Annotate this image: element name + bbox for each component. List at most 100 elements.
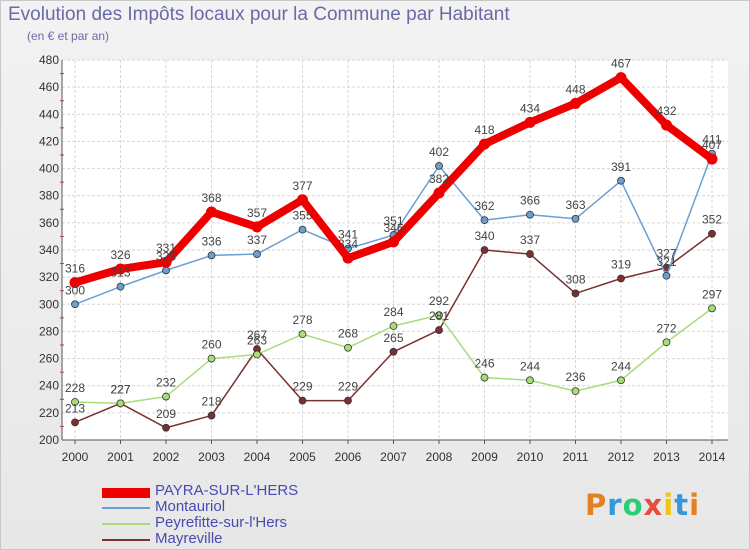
data-point-peyrefitte-sur-l-hers (526, 376, 534, 385)
x-tick-label: 2013 (653, 450, 680, 464)
data-label-mayreville: 308 (565, 272, 585, 286)
x-tick-label: 2005 (289, 450, 316, 464)
data-point-montauriol (435, 161, 443, 170)
data-label-peyrefitte-sur-l-hers: 244 (520, 359, 540, 373)
data-label-montauriol: 362 (474, 199, 494, 213)
y-tick-label: 400 (39, 162, 59, 176)
data-label-mayreville: 213 (65, 401, 85, 415)
legend-item-peyrefitte: Peyrefitte-sur-l'Hers (102, 514, 422, 531)
data-point-mayreville (298, 396, 307, 405)
data-label-payra-sur-l-hers: 357 (247, 206, 267, 220)
data-point-mayreville (207, 411, 216, 420)
x-tick-label: 2009 (471, 450, 498, 464)
legend-label-montauriol: Montauriol (155, 498, 226, 515)
data-label-montauriol: 355 (292, 209, 312, 223)
data-label-mayreville: 337 (520, 233, 540, 247)
x-tick-label: 2011 (563, 450, 589, 464)
data-point-payra-sur-l-hers (433, 187, 445, 199)
data-label-montauriol: 391 (611, 160, 631, 174)
data-label-payra-sur-l-hers: 331 (156, 241, 176, 255)
data-label-montauriol: 341 (338, 228, 358, 242)
data-point-montauriol (207, 251, 216, 260)
data-point-payra-sur-l-hers (297, 194, 308, 206)
data-label-montauriol: 363 (565, 198, 585, 212)
data-point-payra-sur-l-hers (206, 206, 217, 218)
data-label-mayreville: 209 (156, 407, 176, 421)
data-point-peyrefitte-sur-l-hers (480, 373, 489, 382)
data-label-peyrefitte-sur-l-hers: 236 (565, 370, 585, 384)
data-label-mayreville: 218 (201, 395, 221, 409)
data-label-mayreville: 229 (292, 380, 312, 394)
data-label-peyrefitte-sur-l-hers: 297 (702, 287, 722, 301)
data-label-peyrefitte-sur-l-hers: 292 (429, 294, 449, 308)
x-tick-label: 2006 (335, 450, 362, 464)
data-point-mayreville (71, 418, 79, 427)
x-tick-label: 2004 (244, 450, 271, 464)
y-tick-label: 200 (39, 433, 59, 447)
data-point-peyrefitte-sur-l-hers (662, 338, 671, 347)
data-label-montauriol: 411 (702, 133, 721, 147)
chart-subtitle: (en € et par an) (27, 29, 110, 43)
x-tick-label: 2014 (699, 450, 726, 464)
legend-label-mayreville: Mayreville (155, 530, 223, 547)
data-point-montauriol (571, 214, 580, 223)
data-label-peyrefitte-sur-l-hers: 260 (201, 338, 221, 352)
data-label-mayreville: 352 (702, 213, 722, 227)
data-label-payra-sur-l-hers: 346 (383, 221, 403, 235)
data-point-mayreville (162, 423, 170, 432)
data-point-mayreville (435, 326, 443, 334)
data-point-montauriol (298, 225, 307, 234)
data-point-payra-sur-l-hers (615, 72, 627, 84)
data-label-peyrefitte-sur-l-hers: 284 (383, 305, 403, 319)
data-label-montauriol: 351 (383, 214, 403, 228)
data-label-montauriol: 366 (520, 194, 540, 208)
data-label-montauriol: 321 (656, 255, 676, 269)
y-tick-label: 240 (39, 379, 59, 393)
y-tick-label: 360 (39, 216, 59, 230)
legend-item-payra: PAYRA-SUR-L'HERS (102, 482, 422, 499)
data-point-montauriol (162, 266, 170, 275)
legend-label-peyrefitte: Peyrefitte-sur-l'Hers (155, 514, 288, 531)
data-point-payra-sur-l-hers (706, 153, 718, 165)
data-point-peyrefitte-sur-l-hers (435, 311, 443, 320)
data-label-mayreville: 319 (611, 258, 631, 272)
legend-swatch-mayreville (102, 539, 150, 541)
x-tick-label: 2007 (380, 450, 407, 464)
data-label-montauriol: 336 (201, 234, 221, 248)
data-label-payra-sur-l-hers: 467 (611, 57, 631, 71)
legend-swatch-peyrefitte (102, 523, 150, 525)
data-point-payra-sur-l-hers (69, 277, 81, 289)
legend-swatch-montauriol (102, 507, 150, 509)
data-point-montauriol (617, 176, 625, 185)
data-point-peyrefitte-sur-l-hers (389, 322, 398, 330)
y-tick-label: 380 (39, 189, 59, 203)
data-point-payra-sur-l-hers (479, 138, 490, 150)
y-tick-label: 280 (39, 324, 59, 338)
data-point-peyrefitte-sur-l-hers (116, 399, 125, 408)
x-tick-label: 2010 (517, 450, 544, 464)
data-point-peyrefitte-sur-l-hers (71, 398, 79, 406)
data-label-payra-sur-l-hers: 418 (474, 123, 494, 137)
data-label-payra-sur-l-hers: 432 (656, 104, 676, 118)
data-label-mayreville: 327 (656, 247, 676, 261)
data-point-mayreville (571, 289, 580, 298)
y-tick-label: 460 (39, 80, 59, 94)
data-label-mayreville: 265 (383, 331, 403, 345)
x-tick-label: 2000 (62, 450, 89, 464)
y-tick-label: 440 (39, 107, 59, 121)
data-label-payra-sur-l-hers: 368 (201, 191, 221, 205)
data-label-peyrefitte-sur-l-hers: 268 (338, 327, 358, 341)
x-tick-label: 2002 (153, 450, 180, 464)
proxiti-logo: Proxiti (585, 488, 701, 522)
data-point-peyrefitte-sur-l-hers (617, 376, 625, 385)
data-label-montauriol: 325 (156, 249, 176, 263)
data-point-montauriol (480, 216, 489, 225)
data-label-peyrefitte-sur-l-hers: 272 (656, 321, 676, 335)
legend-swatch-payra (102, 488, 150, 498)
data-point-mayreville (480, 246, 489, 254)
y-tick-label: 320 (39, 270, 59, 284)
chart-title: Evolution des Impôts locaux pour la Comm… (8, 4, 510, 25)
legend-item-mayreville: Mayreville (102, 530, 422, 547)
data-label-peyrefitte-sur-l-hers: 278 (292, 313, 312, 327)
